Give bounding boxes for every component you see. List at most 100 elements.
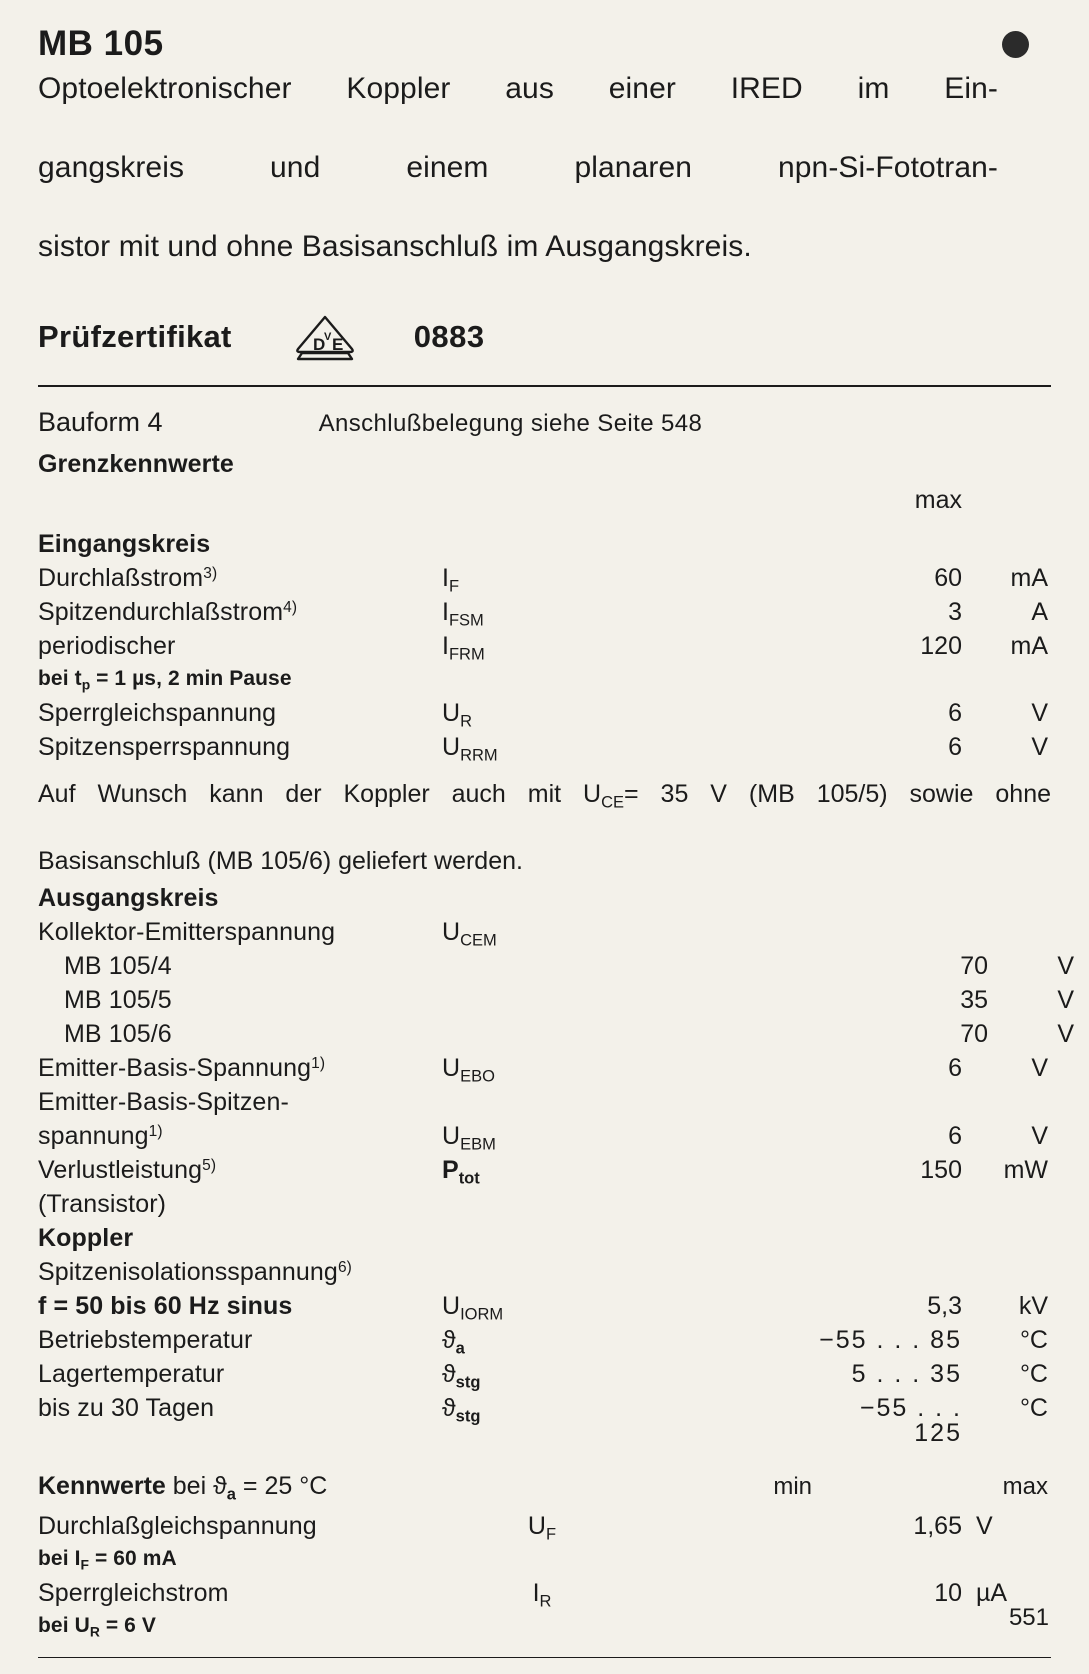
row-label: Durchlaßgleichspannung — [38, 1511, 317, 1540]
certificate-number: 0883 — [413, 318, 485, 354]
row-label: MB 105/5 — [64, 986, 172, 1015]
row-unit: mW — [1003, 1156, 1048, 1185]
svg-text:D: D — [313, 335, 325, 354]
table-row: MB 105/6 70 V — [38, 1020, 1074, 1056]
row-symbol: UF — [527, 1511, 557, 1543]
table-row: Spitzendurchlaßstrom4) IFSM 3 A — [38, 597, 1051, 634]
table-row: MB 105/4 70 V — [38, 952, 1074, 988]
row-unit: V — [1057, 952, 1074, 981]
row-value: −55 . . . 85 — [819, 1326, 962, 1355]
row-label: Betriebstemperatur — [38, 1326, 253, 1355]
row-unit: °C — [1019, 1360, 1048, 1389]
row-value: 6 — [948, 699, 962, 728]
row-label: Kollektor-Emitterspannung — [38, 918, 336, 947]
row-value: 6 — [948, 733, 962, 762]
table-row: Betriebstemperatur ϑa −55 . . . 85 °C — [38, 1328, 1051, 1362]
page-title: MB 105 — [38, 24, 164, 63]
row-label: Verlustleistung5) — [38, 1156, 217, 1185]
row-label: Lagertemperatur — [38, 1360, 225, 1389]
table-row: bis zu 30 Tagen ϑstg −55 . . . 125 °C — [38, 1396, 1051, 1446]
svg-text:E: E — [332, 335, 343, 354]
row-symbol: URRM — [442, 733, 498, 765]
row-label: Spitzendurchlaßstrom4) — [38, 597, 298, 626]
section-title-grenzkennwerte: Grenzkennwerte — [38, 449, 234, 478]
row-value: 70 — [960, 1020, 988, 1049]
row-value: −55 . . . 125 — [859, 1394, 962, 1448]
row-label: Emitter-Basis-Spannung1) — [38, 1054, 326, 1083]
row-label: bis zu 30 Tagen — [38, 1394, 215, 1423]
row-symbol: IFSM — [442, 597, 484, 630]
row-value: 60 — [934, 563, 962, 592]
description-line-3: sistor mit und ohne Basisanschluß im Aus… — [38, 230, 752, 264]
kennwerte-condition: Kennwerte bei ϑa = 25 °C — [38, 1472, 328, 1504]
section-title-eingangskreis: Eingangskreis — [38, 529, 211, 558]
row-subnote: (Transistor) — [38, 1190, 167, 1219]
specifications-table: Grenzkennwerte max Eingangskreis Durchla… — [38, 449, 1074, 1639]
row-label: spannung1) — [38, 1122, 163, 1151]
optional-variant-note-line-2: Basisanschluß (MB 105/6) geliefert werde… — [38, 847, 523, 876]
table-row: Emitter-Basis-Spannung1) UEBO 6 V — [38, 1056, 1051, 1090]
table-row: Sperrgleichspannung UR 6 V — [38, 701, 1051, 735]
table-row-condition: bei IF = 60 mA — [38, 1548, 1051, 1572]
column-header-min: min — [773, 1473, 812, 1501]
column-header-max-row: max — [38, 486, 1051, 515]
row-unit: kV — [1018, 1292, 1048, 1321]
row-unit: V — [1031, 1054, 1048, 1083]
section-eingangskreis: Eingangskreis — [38, 529, 1051, 566]
certificate-row: Prüfzertifikat D V E 0883 — [38, 313, 1053, 361]
row-unit: µA — [976, 1578, 1008, 1607]
row-symbol: UEBM — [442, 1122, 496, 1154]
table-row: Spitzensperrspannung URRM 6 V — [38, 735, 1051, 769]
table-row: Sperrgleichstrom IR 10 µA — [38, 1578, 1051, 1615]
row-label: MB 105/4 — [64, 952, 172, 981]
row-label: f = 50 bis 60 Hz sinus — [38, 1292, 293, 1321]
vde-logo-icon: D V E — [295, 315, 354, 360]
row-value: 3 — [948, 597, 962, 626]
table-row: Kollektor-Emitterspannung UCEM — [38, 920, 1051, 954]
row-unit: V — [1031, 1122, 1048, 1151]
header-divider — [38, 384, 1051, 387]
column-header-max: max — [914, 485, 962, 514]
row-value: 120 — [920, 631, 962, 660]
row-unit: °C — [1019, 1394, 1048, 1423]
row-symbol: IR — [532, 1578, 552, 1611]
row-condition: bei UR = 6 V — [38, 1613, 156, 1640]
table-row-subnote: (Transistor) — [38, 1192, 1051, 1226]
spacer — [38, 486, 642, 515]
row-symbol: ϑstg — [442, 1394, 481, 1426]
table-row-condition: bei UR = 6 V — [38, 1615, 1051, 1639]
row-unit: mA — [1010, 563, 1049, 592]
optional-variant-note-line-1: Auf Wunsch kann der Koppler auch mit UCE… — [38, 780, 1052, 812]
section-koppler: Koppler — [38, 1226, 1051, 1260]
row-max: 10 — [934, 1578, 962, 1607]
row-unit: V — [1057, 986, 1074, 1015]
pin-assignment-note: Anschlußbelegung siehe Seite 548 — [318, 409, 703, 437]
row-value: 6 — [948, 1122, 962, 1151]
row-symbol: UR — [442, 699, 472, 731]
row-value: 5 . . . 35 — [851, 1360, 962, 1389]
row-value: 6 — [948, 1054, 962, 1083]
corner-black-dot-icon — [1002, 31, 1029, 58]
section-title-koppler: Koppler — [38, 1224, 134, 1253]
product-description: Optoelektronischer Koppler aus einer IRE… — [38, 69, 998, 267]
row-symbol: IF — [442, 563, 460, 596]
section-title-ausgangskreis: Ausgangskreis — [38, 884, 219, 913]
certificate-label: Prüfzertifikat — [38, 318, 232, 354]
row-unit: °C — [1019, 1326, 1048, 1355]
kennwerte-header-row: Kennwerte bei ϑa = 25 °C min max — [38, 1472, 1051, 1504]
table-row-continued-label: Emitter-Basis-Spitzen- — [38, 1090, 1051, 1124]
page-number: 551 — [1008, 1604, 1049, 1631]
table-row: Durchlaßstrom3) IF 60 mA — [38, 563, 1051, 600]
row-symbol: UEBO — [442, 1054, 495, 1086]
pulse-condition-note: bei tp = 1 µs, 2 min Pause — [38, 668, 1051, 692]
pulse-condition-text: bei tp = 1 µs, 2 min Pause — [38, 666, 292, 693]
row-label: Sperrgleichspannung — [38, 699, 277, 728]
page-content: MB 105 Optoelektronischer Koppler aus ei… — [38, 24, 1074, 1659]
section-ausgangskreis: Ausgangskreis — [38, 886, 1051, 920]
column-header-max-2: max — [1002, 1473, 1048, 1501]
table-row: spannung1) UEBM 6 V — [38, 1124, 1051, 1158]
row-unit: V — [976, 1511, 993, 1540]
bauform-row: Bauform 4 Anschlußbelegung siehe Seite 5… — [38, 407, 1053, 438]
row-label: Sperrgleichstrom — [38, 1578, 229, 1607]
table-row: Verlustleistung5) Ptot 150 mW — [38, 1158, 1051, 1192]
